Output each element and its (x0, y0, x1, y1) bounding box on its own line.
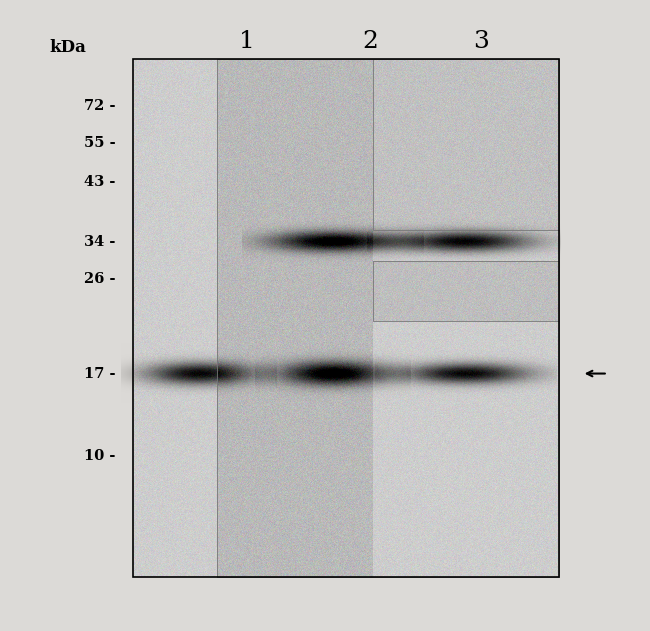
Text: kDa: kDa (50, 39, 86, 56)
Text: 26 -: 26 - (84, 272, 116, 286)
Text: 72 -: 72 - (84, 99, 116, 113)
Bar (133, 59, 559, 577)
Text: 17 -: 17 - (84, 367, 116, 380)
Bar (373, 261, 559, 321)
Text: 34 -: 34 - (84, 235, 116, 249)
Text: 3: 3 (473, 30, 489, 52)
Text: 43 -: 43 - (84, 175, 116, 189)
Bar (373, 59, 559, 230)
Bar (217, 59, 559, 577)
Text: 1: 1 (239, 30, 255, 52)
Text: 10 -: 10 - (84, 449, 116, 463)
Text: 55 -: 55 - (84, 136, 116, 150)
Text: 2: 2 (363, 30, 378, 52)
